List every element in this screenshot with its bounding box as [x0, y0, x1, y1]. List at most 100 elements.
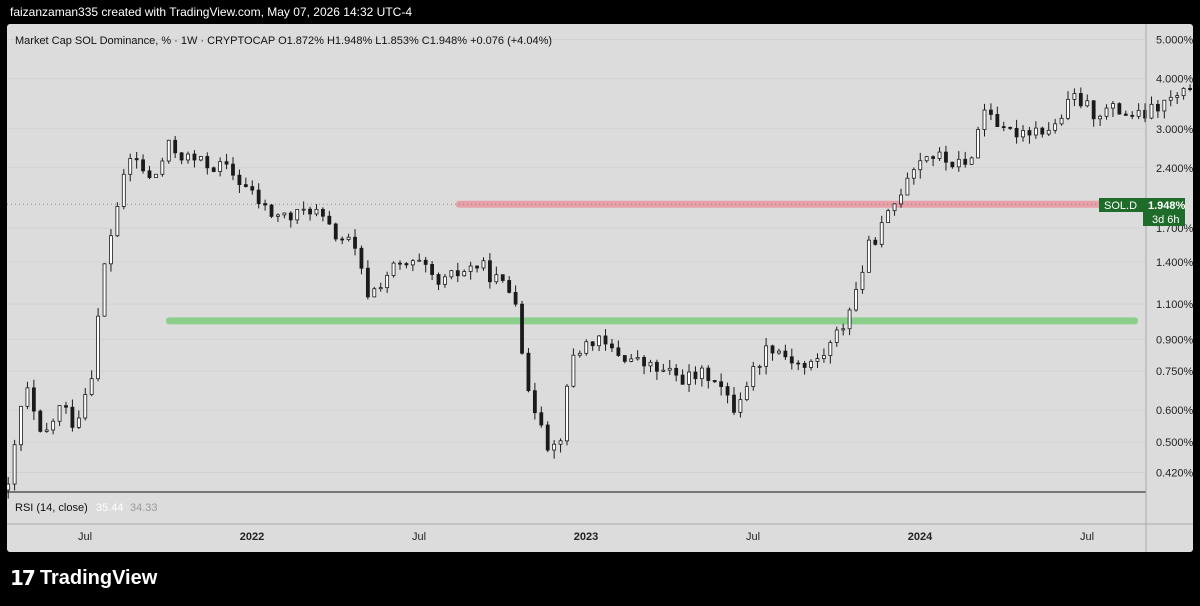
candle-body: [828, 342, 833, 356]
candle-body: [809, 360, 813, 368]
y-tick-label: 3.000%: [1156, 124, 1193, 136]
y-tick-label: 0.750%: [1156, 366, 1193, 378]
candle-body: [372, 288, 377, 298]
candle-body: [1033, 127, 1038, 136]
candle-body: [19, 405, 23, 446]
candle-body: [314, 208, 319, 215]
candle-body: [1098, 115, 1103, 120]
candle-body: [89, 378, 94, 395]
candle-body: [995, 114, 1000, 128]
candle-body: [1040, 127, 1045, 135]
candle-body: [866, 239, 871, 273]
candle-body: [616, 347, 621, 356]
candle-body: [340, 238, 345, 241]
candle-body: [558, 440, 563, 445]
candle-body: [141, 159, 145, 172]
candle-body: [603, 335, 608, 345]
candle-body: [500, 274, 505, 281]
candle-body: [552, 443, 557, 451]
candle-body: [1104, 107, 1109, 117]
candle-body: [250, 186, 255, 191]
candle-body: [378, 287, 383, 290]
candle-body: [1168, 96, 1173, 101]
candle-body: [854, 289, 858, 311]
candle-body: [937, 151, 942, 159]
rsi-label: RSI (14, close): [15, 502, 88, 514]
candle-body: [1175, 95, 1180, 98]
candle-body: [398, 262, 402, 265]
candle-body: [1181, 87, 1186, 97]
candle-body: [443, 276, 447, 285]
candle-body: [436, 274, 441, 285]
candle-body: [109, 235, 113, 265]
candle-body: [905, 177, 910, 196]
candle-body: [282, 212, 287, 216]
candle-body: [7, 483, 11, 491]
candle-body: [308, 208, 312, 215]
candle-body: [346, 236, 351, 240]
candle-body: [622, 355, 627, 362]
rsi-ma-value: 34.33: [130, 502, 158, 514]
candle-body: [1046, 129, 1051, 135]
x-tick-label: Jul: [1080, 531, 1094, 543]
candle-body: [481, 260, 486, 269]
support-zone[interactable]: [166, 317, 1138, 325]
candle-body: [288, 212, 293, 221]
candle-body: [1085, 100, 1090, 107]
candle-body: [1072, 93, 1077, 100]
candle-body: [886, 210, 891, 224]
candle-body: [982, 109, 987, 130]
top-bar: faizanzaman335 created with TradingView.…: [0, 0, 1200, 24]
candle-body: [802, 363, 807, 368]
y-tick-label: 2.400%: [1156, 163, 1193, 175]
candle-body: [873, 239, 878, 245]
candle-body: [44, 429, 49, 432]
candle-body: [969, 157, 974, 165]
candle-body: [661, 369, 666, 372]
candle-body: [706, 367, 711, 381]
candle-body: [301, 208, 306, 211]
candle-body: [51, 420, 56, 431]
candle-body: [577, 352, 582, 356]
candle-body: [121, 173, 126, 207]
candle-body: [1014, 127, 1019, 138]
y-tick-label: 4.000%: [1156, 73, 1193, 85]
candle-body: [770, 345, 775, 354]
candle-body: [777, 350, 781, 354]
price-chart[interactable]: Market Cap SOL Dominance, % · 1W · CRYPT…: [7, 24, 1193, 552]
candle-body: [1066, 98, 1070, 119]
candle-body: [321, 208, 325, 217]
x-tick-label: 2022: [240, 531, 264, 543]
candle-body: [359, 247, 364, 269]
candle-body: [488, 260, 492, 283]
candle-body: [1162, 99, 1167, 112]
x-tick-label: 2024: [908, 531, 933, 543]
candle-body: [751, 366, 756, 387]
candle-body: [924, 156, 929, 162]
candle-body: [789, 356, 794, 364]
candle-body: [237, 174, 242, 186]
price-tag-value: 1.948%: [1148, 200, 1186, 212]
candle-body: [70, 406, 75, 428]
candle-body: [655, 361, 659, 372]
candle-body: [76, 417, 81, 428]
candle-body: [128, 158, 133, 175]
chart-title: Market Cap SOL Dominance, % · 1W · CRYPT…: [15, 35, 552, 47]
candle-body: [494, 274, 499, 283]
candle-body: [365, 267, 370, 298]
candle-body: [96, 315, 101, 380]
chart-panel[interactable]: Market Cap SOL Dominance, % · 1W · CRYPT…: [7, 24, 1193, 552]
candle-body: [860, 271, 865, 290]
candle-body: [687, 371, 691, 385]
tradingview-logo[interactable]: 17 TradingView: [10, 566, 157, 590]
candle-body: [931, 156, 936, 159]
candle-body: [744, 386, 749, 401]
tradingview-mark-icon: 17: [10, 566, 36, 590]
resistance-zone[interactable]: [456, 200, 1146, 208]
brand-name: TradingView: [39, 566, 158, 589]
y-tick-label: 1.100%: [1156, 299, 1193, 311]
candle-body: [989, 109, 993, 115]
candle-body: [462, 271, 467, 277]
candle-body: [1149, 103, 1154, 119]
x-tick-label: Jul: [746, 531, 760, 543]
